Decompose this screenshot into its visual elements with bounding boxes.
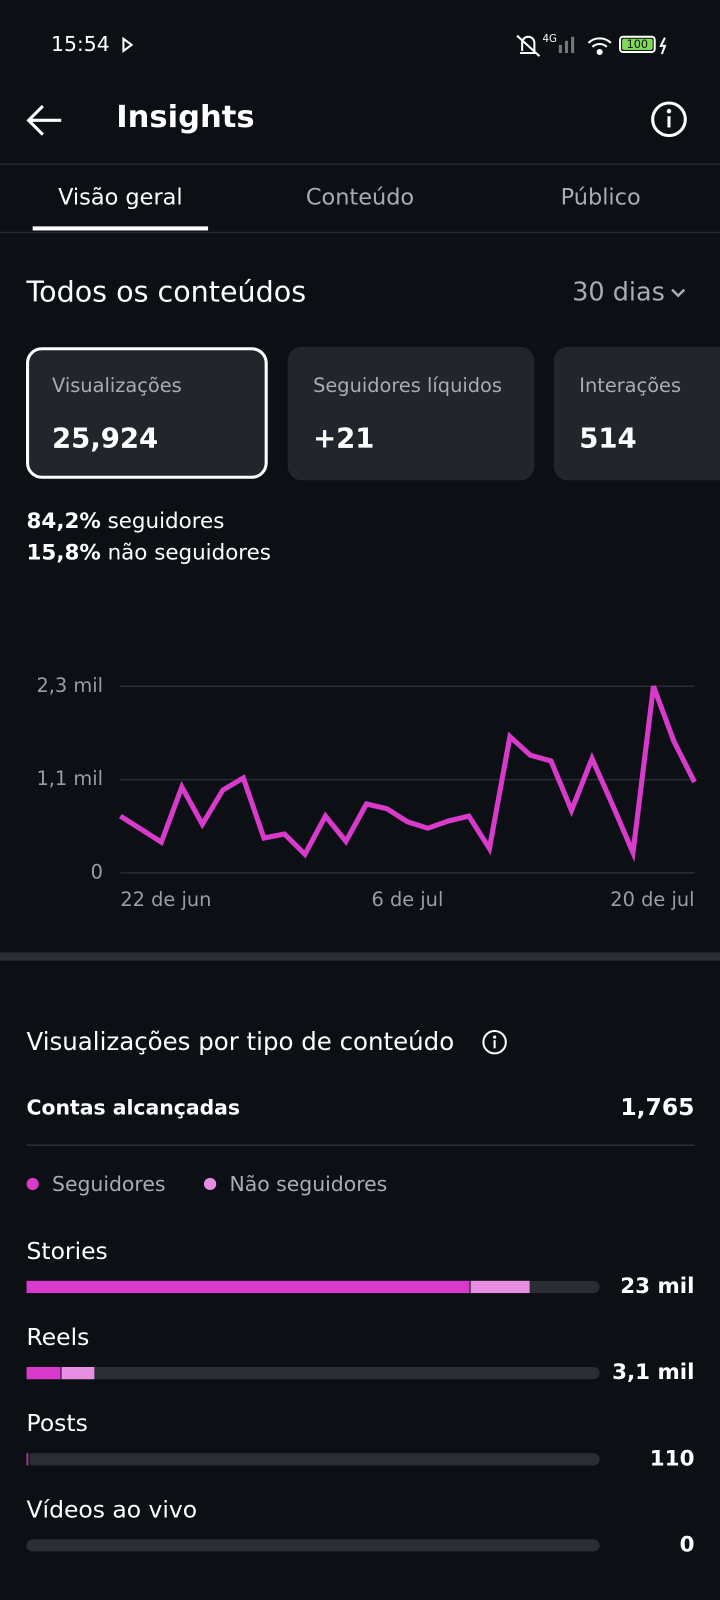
bar-segment <box>26 1453 29 1466</box>
category-label: Posts <box>27 1409 88 1437</box>
value-label: 110 <box>650 1446 695 1471</box>
value-label: 23 mil <box>620 1274 694 1299</box>
tab-indicator <box>32 226 209 231</box>
card-value: 514 <box>579 423 636 455</box>
split-line: 84,2% seguidores <box>27 509 225 534</box>
breakdown-title: Visualizações por tipo de conteúdo <box>27 1027 455 1056</box>
category-label: Stories <box>27 1237 108 1265</box>
tab[interactable]: Conteúdo <box>306 184 414 210</box>
value-label: 0 <box>680 1532 695 1557</box>
bar-track <box>26 1539 600 1552</box>
bar-track <box>26 1453 600 1466</box>
metric-card[interactable] <box>553 346 720 481</box>
split-label: não seguidores <box>108 541 271 566</box>
info-icon[interactable] <box>482 1029 507 1055</box>
y-tick-label: 1,1 mil <box>36 767 103 790</box>
y-tick-label: 0 <box>91 860 103 883</box>
chevron <box>671 288 686 298</box>
legend-label: Não seguidores <box>229 1172 387 1196</box>
network-label: 4G <box>543 34 557 45</box>
line-chart: 0 1,1 mil 2,3 mil 22 de jun 6 de jul 20 de ju… <box>36 674 697 911</box>
cast-icon <box>122 36 134 54</box>
tab[interactable]: Público <box>561 184 641 210</box>
x-tick-label: 20 de jul <box>610 888 694 911</box>
card-label: Seguidores líquidos <box>313 374 502 397</box>
signal-bar <box>558 44 562 54</box>
signal-bar <box>564 40 569 54</box>
section-title: Todos os conteúdos <box>26 275 307 309</box>
y-tick-label: 2,3 mil <box>36 674 103 697</box>
card-label: Interações <box>579 374 681 397</box>
battery-label: 100 <box>627 38 648 51</box>
reach-label: Contas alcançadas <box>27 1095 241 1119</box>
status-time: 15:54 <box>51 32 110 56</box>
card-value: 25,924 <box>52 423 158 455</box>
x-tick-label: 6 de jul <box>371 888 443 911</box>
period-selector[interactable]: 30 dias <box>572 278 665 308</box>
card-value: +21 <box>313 423 374 455</box>
bar-segment <box>61 1366 95 1380</box>
legend-dot <box>203 1177 217 1191</box>
reach-value: 1,765 <box>620 1093 694 1121</box>
tab[interactable]: Visão geral <box>58 184 183 210</box>
back-button[interactable] <box>26 104 62 136</box>
signal-bar <box>571 36 575 54</box>
card-label: Visualizações <box>52 374 182 397</box>
info-button[interactable] <box>651 101 687 138</box>
page-title: Insights <box>116 100 254 135</box>
category-label: Vídeos ao vivo <box>27 1495 198 1523</box>
section-separator <box>0 952 720 961</box>
metric-card[interactable] <box>26 347 268 479</box>
bar-chart: Seguidores Não seguidores Stories 23 mil Ree… <box>27 1172 695 1557</box>
legend-label: Seguidores <box>52 1172 165 1196</box>
split-label: seguidores <box>108 509 225 534</box>
battery-level <box>622 38 653 50</box>
series-line <box>118 685 697 863</box>
legend-dot <box>26 1177 39 1191</box>
status-icons <box>516 34 667 57</box>
split-line: 15,8% não seguidores <box>27 541 271 566</box>
x-tick-label: 22 de jun <box>120 888 211 911</box>
split-percent: 84,2% <box>27 509 101 534</box>
bar-segment <box>26 1366 62 1380</box>
bar-track <box>26 1366 600 1380</box>
split-percent: 15,8% <box>27 541 101 566</box>
metric-card[interactable] <box>287 346 535 481</box>
value-label: 3,1 mil <box>612 1360 694 1385</box>
bar-segment <box>26 1280 471 1294</box>
category-label: Reels <box>27 1323 90 1351</box>
bar-segment <box>470 1280 530 1294</box>
